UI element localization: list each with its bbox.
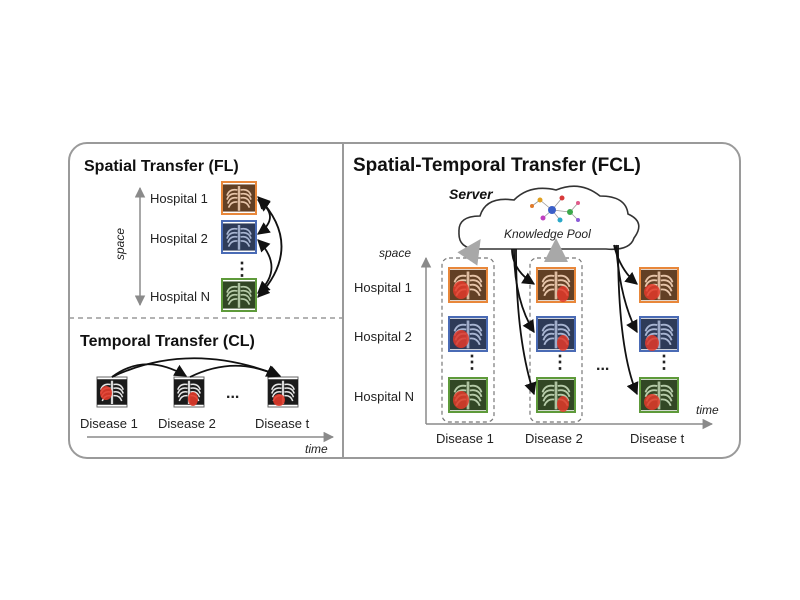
knowledge-distribution-arrows [511, 244, 639, 396]
cl-xray-disease-t [267, 376, 299, 408]
fcl-time-label: time [696, 403, 719, 417]
fcl-space-label: space [379, 246, 411, 260]
fcl-disease-2-label: Disease 2 [525, 431, 583, 446]
cl-transfer-arrows [111, 357, 282, 378]
cl-disease-1-label: Disease 1 [80, 416, 138, 431]
upload-arrow-disease-1 [457, 239, 481, 266]
fcl-xray-d1-h2 [448, 316, 488, 352]
cl-disease-2-label: Disease 2 [158, 416, 216, 431]
fcl-xray-d1-hn [448, 377, 488, 413]
fcl-disease-t-label: Disease t [630, 431, 685, 446]
fl-space-label: space [113, 228, 127, 260]
fl-title: Spatial Transfer (FL) [84, 158, 239, 175]
fl-hospital-2-label: Hospital 2 [150, 231, 208, 246]
fcl-xray-d1-h1 [448, 267, 488, 303]
fcl-xray-dt-hn [639, 377, 679, 413]
fcl-xray-dt-h1 [639, 267, 679, 303]
fcl-col1-ellipsis: ⋮ [463, 352, 481, 372]
server-label: Server [449, 186, 494, 202]
fcl-hospital-2-label: Hospital 2 [354, 329, 412, 344]
fl-vertical-ellipsis: ⋮ [233, 259, 251, 279]
fcl-horizontal-ellipsis: ... [596, 357, 609, 374]
fcl-title: Spatial-Temporal Transfer (FCL) [353, 155, 641, 176]
fl-hospital-n-label: Hospital N [150, 289, 210, 304]
knowledge-pool-cloud [458, 185, 640, 251]
fcl-col2-ellipsis: ⋮ [551, 352, 569, 372]
fl-exchange-arrows [256, 196, 283, 298]
fcl-hospital-1-label: Hospital 1 [354, 280, 412, 295]
fcl-xray-d2-h2 [536, 316, 576, 352]
fcl-hospital-n-label: Hospital N [354, 389, 414, 404]
fl-xray-hospital-2 [221, 220, 257, 254]
fl-xray-hospital-n [221, 278, 257, 312]
cl-time-label: time [305, 442, 328, 456]
cl-title: Temporal Transfer (CL) [80, 333, 255, 350]
fcl-xray-d2-hn [536, 377, 576, 413]
fl-xray-hospital-1 [221, 181, 257, 215]
fcl-xray-d2-h1 [536, 267, 576, 303]
cl-xray-disease-1 [96, 376, 128, 408]
fcl-disease-1-label: Disease 1 [436, 431, 494, 446]
outer-frame [68, 142, 741, 459]
cl-horizontal-ellipsis: ... [226, 385, 239, 402]
network-icon [530, 195, 580, 223]
cl-xray-disease-2 [173, 376, 205, 408]
knowledge-pool-label: Knowledge Pool [504, 227, 591, 241]
fcl-colt-ellipsis: ⋮ [655, 352, 673, 372]
fcl-xray-dt-h2 [639, 316, 679, 352]
cl-disease-t-label: Disease t [255, 416, 310, 431]
fl-hospital-1-label: Hospital 1 [150, 191, 208, 206]
